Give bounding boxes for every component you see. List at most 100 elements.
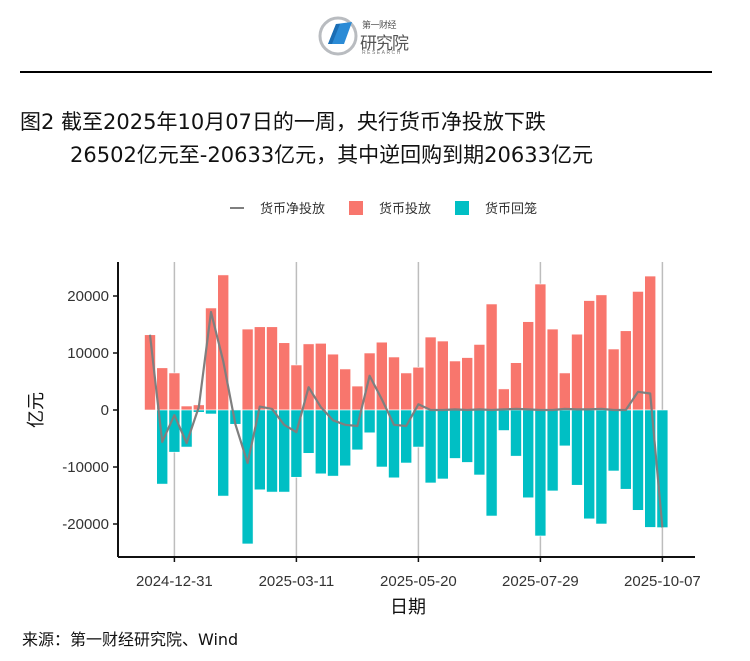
bar-injection bbox=[180, 405, 193, 411]
bar-injection bbox=[436, 340, 449, 411]
figure-title: 图2 截至2025年10月07日的一周，央行货币净投放下跌 26502亿元至-2… bbox=[20, 106, 593, 172]
bar-withdrawal bbox=[339, 409, 352, 467]
bar-injection bbox=[424, 336, 437, 411]
bar-injection bbox=[400, 372, 413, 411]
bar-injection bbox=[619, 330, 632, 411]
bar-withdrawal bbox=[461, 409, 474, 463]
bar-injection bbox=[461, 357, 474, 411]
bar-withdrawal bbox=[571, 409, 583, 486]
bar-withdrawal bbox=[302, 409, 315, 454]
bar-injection bbox=[534, 283, 547, 411]
bar-injection bbox=[644, 275, 657, 411]
legend-box-swatch bbox=[455, 200, 470, 215]
x-axis-label: 日期 bbox=[390, 597, 426, 618]
bar-withdrawal bbox=[619, 409, 632, 490]
bar-injection bbox=[144, 334, 156, 411]
logo-org-small: 第一财经 bbox=[362, 21, 397, 31]
bar-withdrawal bbox=[607, 409, 620, 472]
y-tick-label: 10000 bbox=[67, 345, 109, 362]
logo-org-en: RESEARCH bbox=[362, 50, 402, 56]
bar-withdrawal bbox=[412, 409, 425, 448]
bar-injection bbox=[388, 356, 400, 411]
bar-withdrawal bbox=[156, 409, 168, 485]
x-tick-label: 2025-03-11 bbox=[259, 573, 335, 590]
bar-withdrawal bbox=[363, 409, 376, 434]
bar-injection bbox=[339, 368, 352, 411]
y-tick-label: 0 bbox=[101, 402, 109, 419]
bar-withdrawal bbox=[424, 409, 437, 484]
bar-injection bbox=[583, 300, 596, 411]
x-tick-label: 2025-05-20 bbox=[380, 573, 457, 590]
figure-source: 来源：第一财经研究院、Wind bbox=[22, 630, 239, 649]
header-divider bbox=[20, 71, 712, 73]
legend-box-swatch bbox=[349, 200, 364, 215]
legend-label: 货币净投放 bbox=[260, 202, 326, 217]
chart-legend: 货币净投放 货币投放 货币回笼 bbox=[230, 198, 561, 217]
axes: 2024-12-31 2025-03-11 2025-05-20 2025-07-29… bbox=[62, 262, 701, 590]
bar-injection bbox=[595, 294, 608, 411]
bar-withdrawal bbox=[266, 409, 278, 493]
bar-withdrawal bbox=[522, 409, 535, 499]
bar-withdrawal bbox=[632, 409, 644, 511]
bar-injection bbox=[558, 372, 571, 411]
bar-injection bbox=[485, 303, 498, 411]
x-tick-label: 2024-12-31 bbox=[136, 573, 213, 590]
y-axis-label: 亿元 bbox=[26, 392, 47, 428]
bar-injection bbox=[473, 344, 486, 411]
y-tick-label: -20000 bbox=[62, 516, 109, 533]
bar-injection bbox=[571, 333, 583, 411]
bar-withdrawal bbox=[290, 409, 303, 478]
bar-withdrawal bbox=[217, 409, 229, 497]
bar-withdrawal bbox=[388, 409, 400, 479]
figure-title-line2: 26502亿元至-20633亿元，其中逆回购到期20633亿元 bbox=[70, 143, 593, 167]
y-tick-label: 20000 bbox=[67, 288, 109, 305]
legend-item-withdrawal: 货币回笼 bbox=[455, 198, 537, 217]
bar-withdrawal bbox=[314, 409, 327, 475]
legend-item-injection: 货币投放 bbox=[349, 198, 431, 217]
x-tick-label: 2025-10-07 bbox=[624, 573, 701, 590]
bar-injection bbox=[241, 328, 254, 411]
bar-injection bbox=[510, 362, 522, 411]
x-tick-label: 2025-07-29 bbox=[502, 573, 579, 590]
bar-withdrawal bbox=[205, 409, 217, 415]
bar-withdrawal bbox=[278, 409, 291, 493]
bar-withdrawal bbox=[534, 409, 547, 537]
bar-injection bbox=[607, 348, 620, 411]
bar-injection bbox=[497, 388, 510, 411]
bar-withdrawal bbox=[351, 409, 364, 451]
bar-withdrawal bbox=[436, 409, 449, 480]
bar-withdrawal bbox=[168, 409, 181, 453]
bar-injection bbox=[278, 342, 291, 411]
y-tick-label: -10000 bbox=[62, 459, 109, 476]
net-injection-line bbox=[148, 310, 664, 528]
bar-withdrawal bbox=[644, 409, 657, 528]
bar-withdrawal bbox=[497, 409, 510, 431]
legend-line-swatch bbox=[230, 206, 244, 209]
bar-injection bbox=[327, 353, 339, 411]
logo: 第一财经 研究院 RESEARCH bbox=[318, 14, 418, 58]
bar-withdrawal bbox=[241, 409, 254, 545]
bar-injection bbox=[546, 328, 559, 411]
figure-title-line1: 图2 截至2025年10月07日的一周，央行货币净投放下跌 bbox=[20, 110, 546, 134]
bar-withdrawal bbox=[327, 409, 339, 477]
legend-item-net: 货币净投放 bbox=[230, 198, 325, 217]
bar-withdrawal bbox=[595, 409, 608, 525]
bar-withdrawal bbox=[558, 409, 571, 447]
bar-withdrawal bbox=[485, 409, 498, 517]
bar-injection bbox=[449, 360, 461, 411]
bar-withdrawal bbox=[400, 409, 413, 464]
bar-injection bbox=[522, 321, 535, 411]
logo-icon bbox=[318, 16, 358, 56]
bar-injection bbox=[290, 364, 303, 411]
bar-withdrawal bbox=[449, 409, 461, 459]
bar-withdrawal bbox=[583, 409, 596, 520]
bars bbox=[144, 274, 669, 545]
bar-withdrawal bbox=[510, 409, 522, 457]
bar-withdrawal bbox=[656, 409, 669, 528]
legend-label: 货币回笼 bbox=[485, 202, 538, 217]
net-line bbox=[148, 310, 664, 528]
bar-withdrawal bbox=[546, 409, 559, 492]
bar-injection bbox=[266, 326, 278, 411]
logo-org-big: 研究院 bbox=[360, 34, 409, 54]
